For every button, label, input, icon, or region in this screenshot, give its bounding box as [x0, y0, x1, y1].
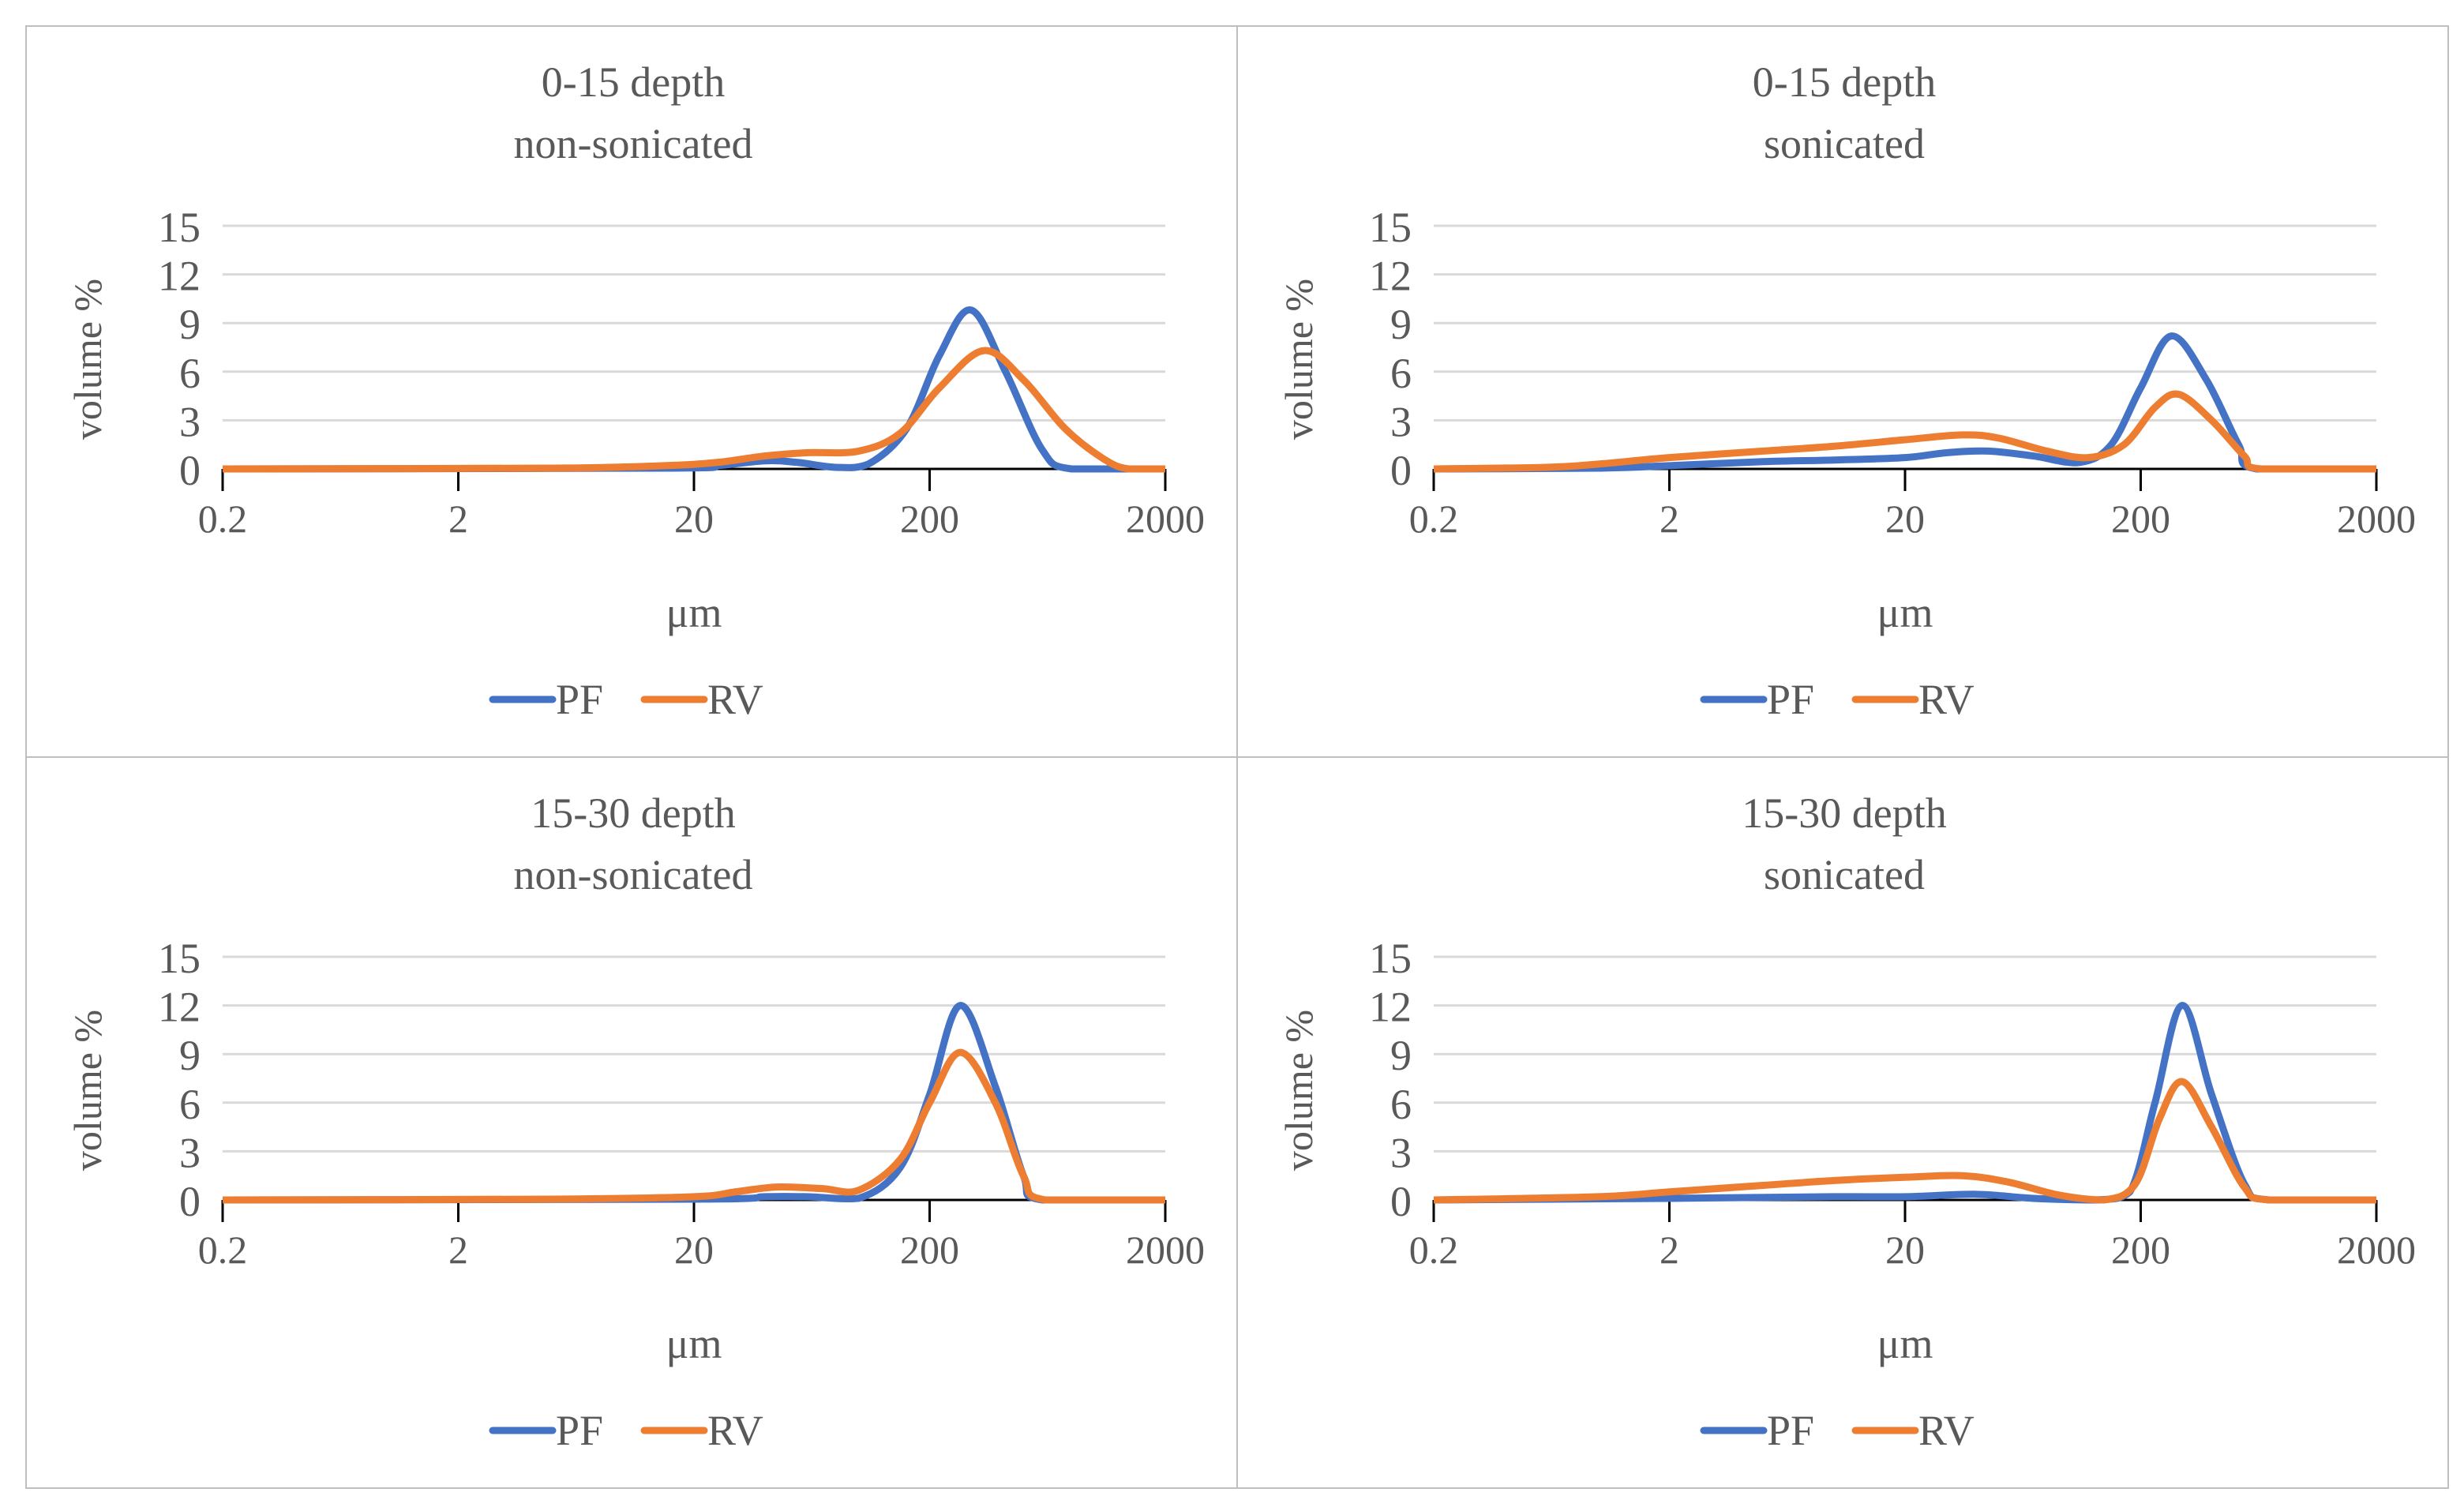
x-tick-label: 20 — [674, 497, 714, 541]
series-line-pf — [222, 306, 1165, 473]
chart-title-line: 15-30 depth — [1742, 789, 1946, 837]
chart-title-line: 0-15 depth — [542, 58, 725, 106]
legend-label: RV — [1918, 676, 1975, 723]
y-tick-label: 12 — [1369, 984, 1412, 1031]
x-tick-label: 200 — [2111, 1228, 2170, 1272]
y-tick-label: 6 — [1390, 350, 1412, 397]
legend-label: RV — [707, 1407, 763, 1454]
series-line-pf — [1433, 332, 2376, 473]
legend-label: RV — [707, 676, 763, 723]
chart-panel-0-15-non-sonicated: 0-15 depth non-sonicated 0 3 6 9 12 15 0.2 2 20 200… — [25, 25, 1238, 758]
x-tick-label: 2000 — [1126, 1228, 1205, 1272]
x-axis-title: μm — [1877, 1320, 1933, 1367]
x-tick-label: 200 — [2111, 497, 2170, 541]
y-tick-label: 6 — [1390, 1081, 1412, 1128]
legend-label: PF — [1767, 1407, 1814, 1454]
y-tick-label: 6 — [179, 350, 201, 397]
x-tick-label: 200 — [900, 497, 959, 541]
x-tick-label: 2000 — [2337, 497, 2416, 541]
x-tick-label: 0.2 — [1409, 497, 1459, 541]
y-tick-label: 15 — [158, 935, 201, 982]
y-tick-label: 12 — [158, 984, 201, 1031]
legend-label: PF — [556, 676, 603, 723]
x-tick-label: 2 — [448, 497, 468, 541]
x-tick-label: 20 — [1885, 1228, 1925, 1272]
y-tick-label: 0 — [179, 447, 201, 494]
y-tick-label: 15 — [1369, 935, 1412, 982]
chart-panel-0-15-sonicated: 0-15 depth sonicated 0 3 6 9 12 15 0.2 2 20 200 2000… — [1236, 25, 2449, 758]
legend-label: PF — [1767, 676, 1814, 723]
y-tick-label: 12 — [158, 253, 201, 300]
x-axis-title: μm — [666, 589, 722, 636]
y-tick-label: 3 — [1390, 398, 1412, 445]
chart-panel-15-30-sonicated: 15-30 depth sonicated 0 3 6 9 12 15 0.2 2 20 200 200… — [1236, 756, 2449, 1489]
y-tick-label: 3 — [179, 1129, 201, 1176]
x-tick-label: 0.2 — [198, 497, 248, 541]
y-tick-label: 6 — [179, 1081, 201, 1128]
x-axis-title: μm — [1877, 589, 1933, 636]
chart-title-line: sonicated — [1764, 851, 1925, 898]
y-tick-label: 0 — [179, 1178, 201, 1225]
series-line-rv — [222, 347, 1165, 473]
x-tick-label: 2 — [1660, 1228, 1679, 1272]
chart-title-line: non-sonicated — [514, 120, 753, 167]
legend: PF RV — [1700, 676, 1975, 723]
legend: PF RV — [489, 1407, 763, 1454]
y-tick-label: 9 — [1390, 301, 1412, 348]
chart-title-line: 0-15 depth — [1753, 58, 1936, 106]
legend-label: PF — [556, 1407, 603, 1454]
x-tick-label: 20 — [1885, 497, 1925, 541]
x-tick-label: 2 — [1660, 497, 1679, 541]
legend: PF RV — [489, 676, 763, 723]
chart-title-line: sonicated — [1764, 120, 1925, 167]
y-axis-title: volume % — [66, 1010, 110, 1171]
y-tick-label: 15 — [158, 204, 201, 251]
y-tick-label: 3 — [179, 398, 201, 445]
y-axis-title: volume % — [1277, 1010, 1321, 1171]
x-axis-title: μm — [666, 1320, 722, 1367]
y-axis-title: volume % — [66, 279, 110, 440]
chart-title-line: non-sonicated — [514, 851, 753, 898]
x-tick-label: 200 — [900, 1228, 959, 1272]
y-tick-label: 9 — [1390, 1032, 1412, 1079]
y-tick-label: 12 — [1369, 253, 1412, 300]
legend-label: RV — [1918, 1407, 1975, 1454]
y-axis-title: volume % — [1277, 279, 1321, 440]
y-tick-label: 9 — [179, 301, 201, 348]
chart-title-line: 15-30 depth — [531, 789, 735, 837]
chart-panel-15-30-non-sonicated: 15-30 depth non-sonicated 0 3 6 9 12 15 0.2 2 20 20… — [25, 756, 1238, 1489]
y-tick-label: 15 — [1369, 204, 1412, 251]
x-tick-label: 2000 — [1126, 497, 1205, 541]
series-line-rv — [222, 1048, 1165, 1204]
y-tick-label: 0 — [1390, 447, 1412, 494]
x-tick-label: 20 — [674, 1228, 714, 1272]
y-tick-label: 0 — [1390, 1178, 1412, 1225]
x-tick-label: 0.2 — [198, 1228, 248, 1272]
y-tick-label: 9 — [179, 1032, 201, 1079]
y-tick-label: 3 — [1390, 1129, 1412, 1176]
x-tick-label: 2000 — [2337, 1228, 2416, 1272]
legend: PF RV — [1700, 1407, 1975, 1454]
x-tick-label: 0.2 — [1409, 1228, 1459, 1272]
series-line-rv — [1433, 1078, 2376, 1204]
series-line-rv — [1433, 390, 2376, 473]
x-tick-label: 2 — [448, 1228, 468, 1272]
